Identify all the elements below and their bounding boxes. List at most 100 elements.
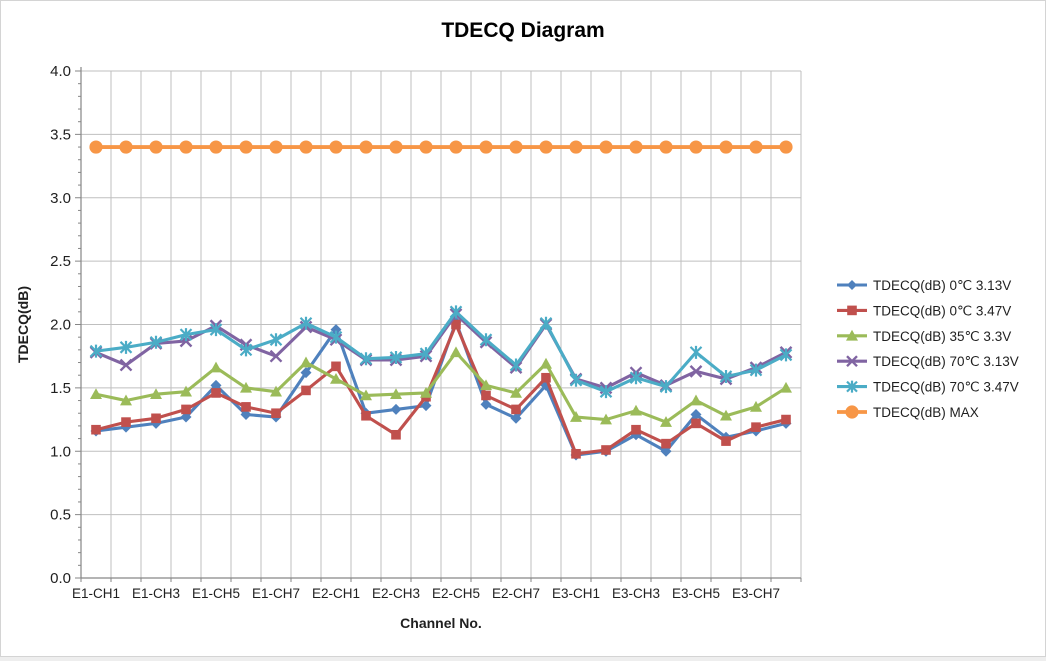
data-point-square (847, 305, 857, 316)
data-point-diamond (690, 408, 702, 420)
data-point-asterisk (539, 316, 553, 330)
y-tick-label: 1.5 (50, 380, 71, 397)
data-point-diamond (300, 367, 312, 379)
data-point-square (301, 385, 311, 396)
data-point-triangle (90, 388, 102, 400)
data-point-diamond (420, 400, 432, 412)
data-point-asterisk (569, 373, 583, 387)
data-point-square (151, 413, 161, 424)
data-point-circle (629, 140, 643, 154)
data-point-x (119, 358, 133, 372)
data-point-circle (209, 140, 223, 154)
legend-label: TDECQ(dB) MAX (873, 405, 979, 420)
data-point-circle (179, 140, 193, 154)
data-point-asterisk (89, 344, 103, 358)
data-point-asterisk (449, 305, 463, 319)
y-tick-label: 1.0 (50, 443, 71, 460)
data-point-circle (149, 140, 163, 154)
data-point-asterisk (629, 371, 643, 385)
x-tick-label: E1-CH5 (192, 586, 240, 601)
data-point-circle (89, 140, 103, 154)
data-point-triangle (600, 413, 612, 425)
data-point-square (751, 422, 761, 432)
y-tick-label: 2.0 (50, 317, 71, 334)
x-tick-label: E2-CH5 (432, 586, 480, 601)
data-point-square (721, 436, 731, 446)
data-point-circle (779, 140, 793, 154)
x-tick-label: E3-CH5 (672, 586, 720, 601)
data-point-diamond (660, 445, 672, 457)
data-point-circle (689, 140, 703, 154)
data-point-circle (659, 140, 673, 154)
series-5 (89, 140, 793, 154)
legend-label: TDECQ(dB) 70℃ 3.13V (873, 354, 1019, 369)
data-point-asterisk (719, 369, 733, 383)
data-point-square (91, 424, 101, 435)
data-point-square (451, 319, 461, 330)
x-tick-label: E3-CH3 (612, 586, 660, 601)
data-point-asterisk (479, 333, 493, 347)
data-point-circle (479, 140, 493, 154)
data-point-diamond (240, 408, 252, 420)
data-point-diamond (480, 398, 492, 410)
data-point-asterisk (299, 316, 313, 330)
data-point-circle (239, 140, 253, 154)
legend-item: TDECQ(dB) 0℃ 3.13V (837, 278, 1011, 293)
data-point-triangle (390, 388, 402, 400)
legend-item: TDECQ(dB) 0℃ 3.47V (837, 303, 1011, 318)
data-point-asterisk (119, 340, 133, 354)
legend-label: TDECQ(dB) 35℃ 3.3V (873, 329, 1011, 344)
data-point-diamond (180, 411, 192, 423)
data-point-triangle (180, 385, 192, 397)
data-point-square (121, 417, 131, 427)
data-point-triangle (150, 388, 162, 400)
data-point-circle (719, 140, 733, 154)
data-point-circle (359, 140, 373, 154)
data-point-asterisk (419, 347, 433, 361)
gridlines (80, 70, 802, 579)
data-point-triangle (750, 400, 762, 412)
data-point-triangle (630, 404, 642, 416)
y-tick-label: 0.5 (50, 507, 71, 524)
axes (75, 67, 802, 582)
data-point-asterisk (269, 333, 283, 347)
legend-item: TDECQ(dB) 70℃ 3.13V (837, 354, 1019, 369)
series-4 (89, 305, 793, 399)
legend-label: TDECQ(dB) 0℃ 3.47V (873, 303, 1011, 318)
data-point-asterisk (749, 363, 763, 377)
data-point-square (541, 372, 551, 383)
y-tick-label: 3.5 (50, 126, 71, 143)
data-point-triangle (846, 329, 858, 341)
data-point-x (269, 349, 283, 363)
data-point-asterisk (329, 330, 343, 344)
data-point-square (601, 445, 611, 455)
data-point-circle (389, 140, 403, 154)
data-point-circle (119, 140, 133, 154)
data-point-asterisk (599, 385, 613, 399)
legend-item: TDECQ(dB) MAX (837, 405, 979, 420)
y-tick-label: 2.5 (50, 253, 71, 270)
data-point-square (691, 418, 701, 429)
data-point-triangle (540, 357, 552, 369)
data-point-circle (539, 140, 553, 154)
x-tick-label: E1-CH7 (252, 586, 300, 601)
data-point-triangle (780, 381, 792, 393)
data-point-diamond (847, 280, 857, 290)
data-point-x (689, 365, 703, 378)
legend-label: TDECQ(dB) 0℃ 3.13V (873, 278, 1011, 293)
y-tick-label: 3.0 (50, 190, 71, 207)
x-tick-label: E1-CH1 (72, 586, 120, 601)
data-point-triangle (240, 381, 252, 393)
data-point-circle (599, 140, 613, 154)
series-2 (90, 346, 792, 427)
data-point-circle (509, 140, 523, 154)
x-tick-label: E3-CH1 (552, 586, 600, 601)
y-axis-title: TDECQ(dB) (15, 286, 31, 363)
data-point-triangle (270, 385, 282, 397)
data-point-square (571, 448, 581, 459)
data-point-circle (329, 140, 343, 154)
data-point-square (481, 390, 491, 401)
data-point-square (781, 414, 791, 425)
data-point-square (661, 438, 671, 449)
